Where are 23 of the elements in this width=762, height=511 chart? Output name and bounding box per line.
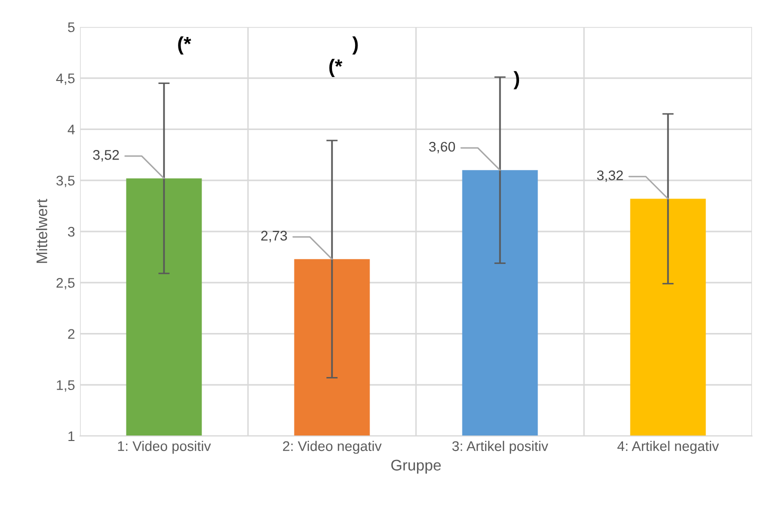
x-axis-title: Gruppe bbox=[391, 460, 441, 474]
data-label: 2,73 bbox=[261, 230, 287, 242]
data-label: 3,32 bbox=[597, 170, 623, 182]
y-tick-label: 4,5 bbox=[56, 74, 75, 85]
data-label: 3,60 bbox=[429, 142, 456, 154]
y-tick-label: 2 bbox=[68, 329, 74, 339]
x-tick-label: 3: Artikel positiv bbox=[452, 440, 548, 454]
y-tick-label: 5 bbox=[68, 22, 75, 32]
y-tick-label: 3,5 bbox=[56, 176, 75, 188]
data-label: 3,52 bbox=[93, 150, 119, 162]
y-tick-label: 4 bbox=[68, 124, 75, 134]
annotation: ) bbox=[352, 36, 358, 54]
y-tick-label: 2,5 bbox=[56, 278, 75, 290]
x-tick-label: 1: Video positiv bbox=[118, 440, 211, 454]
annotation: ) bbox=[514, 71, 520, 90]
x-tick-label: 4: Artikel negativ bbox=[617, 440, 719, 454]
y-tick-label: 1 bbox=[68, 431, 74, 442]
y-tick-label: 3 bbox=[68, 226, 75, 237]
x-tick-label: 2: Video negativ bbox=[283, 440, 382, 454]
annotation: (* bbox=[329, 58, 342, 77]
y-tick-label: 1,5 bbox=[56, 380, 75, 392]
y-axis-title: Mittelwert bbox=[36, 198, 48, 263]
annotation: (* bbox=[178, 36, 192, 54]
